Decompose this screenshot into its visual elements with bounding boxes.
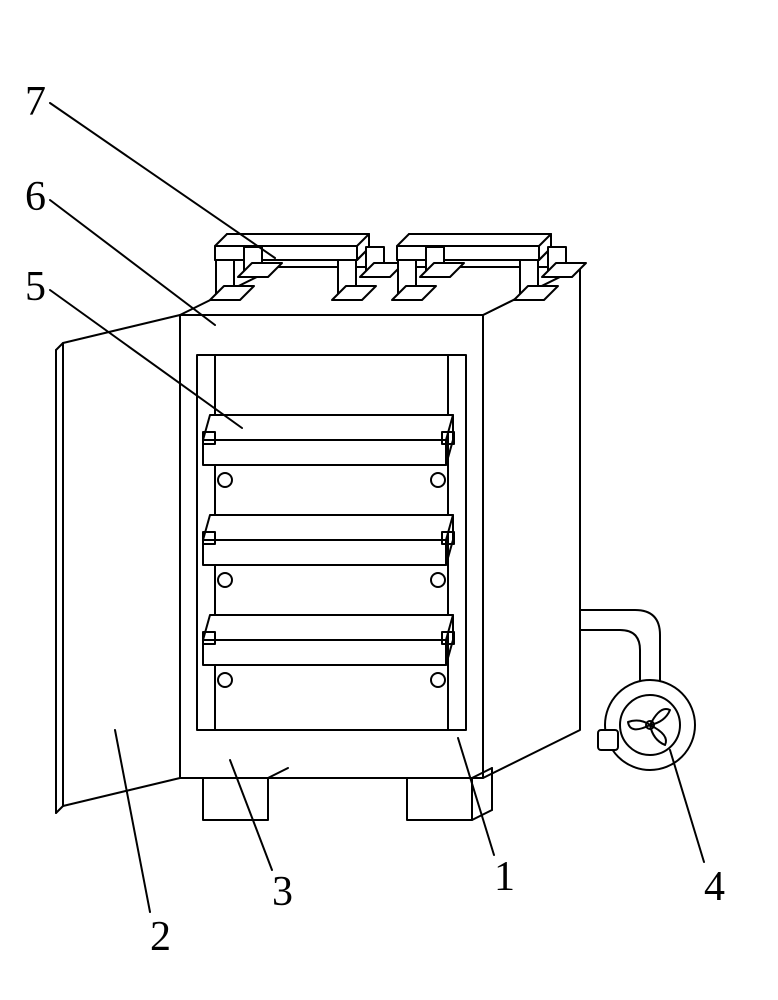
label-7: 7 [25,79,46,125]
label-3: 3 [272,869,293,915]
label-5: 5 [25,264,46,310]
shelves [203,415,454,687]
leader-7 [50,103,275,258]
label-2: 2 [150,914,171,960]
leader-6 [50,200,215,325]
leader-4 [670,750,704,862]
cabinet-right-face [483,267,580,778]
label-6: 6 [25,174,46,220]
label-4: 4 [704,864,725,910]
door-open [56,315,180,813]
label-1: 1 [494,854,515,900]
blower-assembly [580,610,695,770]
